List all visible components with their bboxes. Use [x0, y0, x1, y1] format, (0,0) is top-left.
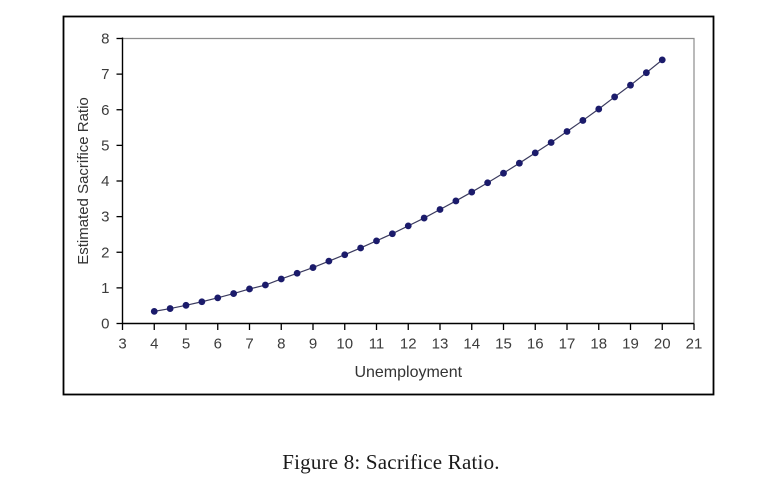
data-point: [531, 149, 539, 157]
data-point: [627, 81, 634, 89]
data-point: [579, 117, 587, 124]
data-point: [563, 128, 571, 135]
y-axis-title: Estimated Sacrifice Ratio: [75, 97, 92, 265]
data-point: [373, 237, 380, 245]
data-point: [309, 264, 317, 271]
series-line: [154, 59, 663, 312]
data-point: [230, 290, 238, 297]
y-tick-label: 3: [101, 209, 109, 226]
y-tick-label: 5: [101, 137, 109, 154]
y-tick-label: 6: [101, 102, 109, 119]
x-tick-label: 10: [336, 336, 353, 353]
x-tick-label: 9: [309, 336, 317, 353]
data-point: [404, 222, 412, 230]
data-point: [452, 197, 460, 205]
y-tick-label: 8: [101, 31, 109, 48]
data-point: [182, 301, 190, 309]
x-tick-label: 14: [463, 336, 480, 353]
data-point: [150, 307, 158, 315]
y-tick-label: 1: [101, 280, 109, 297]
x-tick-label: 15: [495, 336, 512, 353]
x-axis-title: Unemployment: [354, 364, 462, 381]
y-tick-label: 0: [101, 316, 109, 333]
data-point: [436, 206, 444, 213]
x-tick-label: 12: [400, 336, 417, 353]
x-tick-label: 6: [214, 336, 222, 353]
data-point: [214, 294, 222, 302]
data-point: [658, 56, 666, 64]
data-point: [357, 244, 365, 252]
y-tick-label: 4: [101, 173, 109, 190]
data-point: [341, 251, 349, 259]
x-tick-label: 7: [245, 336, 253, 353]
chart-outer-border: [62, 15, 715, 396]
data-point: [261, 281, 269, 289]
data-point: [515, 159, 523, 167]
x-tick-label: 20: [654, 336, 671, 353]
data-point: [611, 93, 619, 101]
x-tick-label: 5: [182, 336, 190, 353]
x-tick-label: 3: [118, 336, 126, 353]
data-point: [246, 285, 253, 293]
x-tick-label: 4: [150, 336, 158, 353]
data-point: [642, 69, 650, 77]
x-tick-label: 21: [686, 336, 703, 353]
data-point: [500, 169, 507, 177]
x-tick-label: 16: [527, 336, 544, 353]
data-point: [325, 257, 333, 265]
x-tick-label: 8: [277, 336, 285, 353]
x-tick-label: 18: [590, 336, 607, 353]
x-tick-label: 13: [432, 336, 449, 353]
y-tick-label: 2: [101, 244, 109, 261]
data-point: [166, 305, 174, 312]
data-point: [198, 298, 206, 306]
x-tick-label: 11: [369, 336, 385, 353]
data-point: [293, 269, 301, 277]
plot-area-border: [122, 37, 695, 324]
figure-caption: Figure 8: Sacrifice Ratio.: [282, 450, 500, 474]
x-tick-label: 17: [559, 336, 576, 353]
data-point: [388, 230, 396, 238]
data-point: [468, 188, 476, 196]
x-tick-label: 19: [622, 336, 639, 353]
data-point: [547, 139, 555, 146]
data-point: [484, 179, 492, 187]
y-tick-label: 7: [101, 66, 109, 83]
data-point: [595, 105, 603, 113]
data-point: [277, 275, 285, 283]
data-point: [420, 214, 428, 222]
